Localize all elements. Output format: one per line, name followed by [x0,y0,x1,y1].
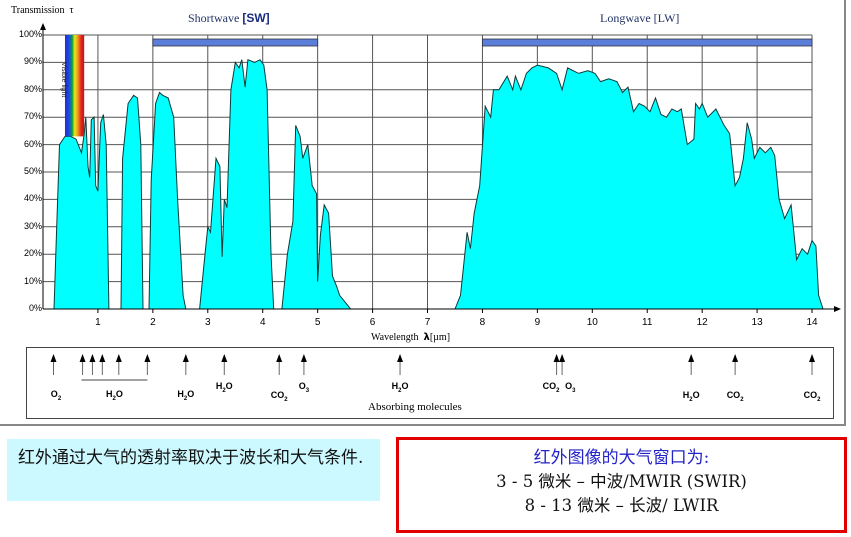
window-lwir: 8 - 13 微米 – 长波/ LWIR [524,496,719,515]
y-tick-label: 70% [23,111,42,122]
visible-light-label: Visible light [60,62,67,98]
x-tick-label: 14 [806,317,818,328]
molecule-label: CO2 [803,390,821,403]
transmission-curve [53,58,824,310]
x-tick-label: 7 [424,317,431,328]
x-tick-label: 1 [95,317,101,328]
absorption-arrows [50,354,816,381]
transmission-chart [40,23,841,381]
x-tick-label: 13 [751,317,763,328]
wavelength-bands [152,38,813,47]
x-tick-label: 10 [586,317,598,328]
absorbing-molecules-box [26,347,834,419]
y-tick-label: 10% [23,275,42,286]
chart-frame [0,0,846,426]
y-tick-label: 0% [28,303,42,313]
x-tick-label: 5 [314,317,321,328]
y-tick-label: 50% [23,166,42,176]
y-tick-label: 30% [23,220,42,231]
x-tick-label: 12 [696,317,708,328]
x-tick-label: 3 [205,317,211,328]
atmospheric-window-note: 红外图像的大气窗口为: 3 - 5 微米 – 中波/MWIR (SWIR) 8 … [396,437,847,533]
window-mwir: 3 - 5 微米 – 中波/MWIR (SWIR) [496,472,747,491]
molecule-label: H2O [682,390,700,403]
y-axis-title: Transmission τ [11,5,74,16]
x-tick-label: 8 [479,317,486,328]
y-tick-label: 90% [23,56,42,67]
window-heading: 红外图像的大气窗口为: [533,448,710,468]
x-tick-label: 4 [259,317,266,328]
chart-axes [40,23,841,313]
molecule-label: O2 [50,389,62,402]
y-tick-label: 20% [23,248,42,259]
molecule-label: H2O [177,389,195,402]
absorbing-molecules-label: Absorbing molecules [368,401,462,413]
y-tick-label: 80% [23,83,42,94]
x-tick-label: 11 [642,317,653,328]
y-tick-label: 100% [18,29,42,39]
molecule-label: CO2 [270,390,288,403]
shortwave-title: Shortwave [SW] [188,11,270,25]
y-tick-label: 60% [23,138,42,149]
molecule-label: O3 [298,381,310,394]
molecule-label: H2O [105,389,123,402]
x-tick-label: 2 [150,317,156,328]
molecule-label: H2O [391,381,409,394]
molecule-label: O3 [565,381,576,394]
longwave-title: Longwave [LW] [600,11,680,25]
transmission-note: 红外通过大气的透射率取决于波长和大气条件. [7,439,380,501]
x-tick-label: 6 [369,317,376,328]
molecule-label: H2O [215,381,233,394]
x-tick-label: 9 [534,317,541,328]
molecule-label: CO2 [726,390,744,403]
molecule-label: CO2 [542,381,560,394]
y-tick-label: 40% [23,193,42,204]
x-axis-title: Wavelength λ[µm] [371,332,451,343]
visible-light-band [64,35,85,137]
